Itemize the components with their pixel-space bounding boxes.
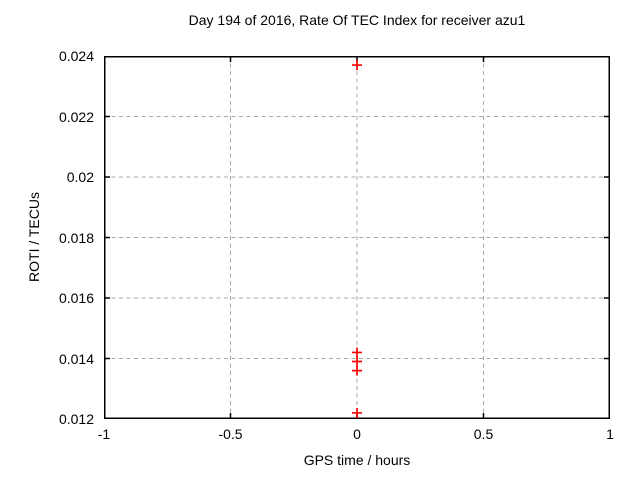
y-tick-label: 0.014 [58, 350, 94, 367]
y-tick-label: 0.012 [58, 411, 94, 427]
x-tick-label: -0.5 [218, 426, 243, 442]
y-tick-label: 0.02 [66, 169, 94, 185]
x-tick-label: 0 [353, 426, 361, 442]
chart-title: Day 194 of 2016, Rate Of TEC Index for r… [188, 12, 526, 28]
plot-area [104, 56, 610, 419]
y-tick-label: 0.024 [58, 48, 94, 64]
data-point-marker [352, 365, 362, 376]
x-tick-label: 0.5 [473, 426, 494, 442]
data-point-marker [352, 356, 362, 367]
y-tick-label: 0.022 [58, 108, 94, 125]
x-axis-label: GPS time / hours [303, 452, 411, 468]
plot-frame [104, 56, 610, 419]
x-tick-label: 1 [606, 426, 614, 442]
data-point-marker [352, 347, 362, 358]
y-tick-label: 0.016 [58, 290, 94, 306]
data-point-marker [352, 407, 362, 418]
data-point-marker [352, 60, 362, 71]
y-tick-label: 0.018 [58, 229, 94, 246]
x-tick-label: -1 [97, 426, 111, 442]
